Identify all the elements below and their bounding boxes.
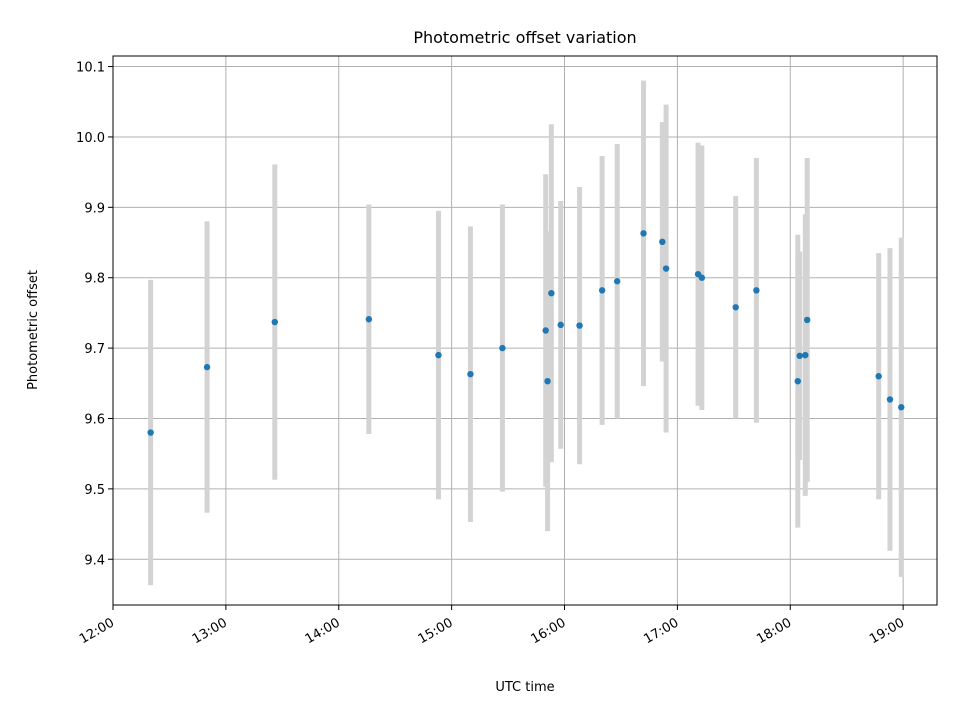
data-point bbox=[898, 404, 905, 411]
data-point bbox=[659, 238, 666, 246]
data-point bbox=[542, 327, 549, 334]
data-point bbox=[803, 316, 811, 324]
data-point bbox=[875, 373, 882, 380]
data-point bbox=[435, 351, 442, 359]
chart-title: Photometric offset variation bbox=[413, 28, 636, 47]
data-point bbox=[640, 230, 647, 237]
data-point bbox=[557, 321, 564, 329]
y-tick-label: 10.0 bbox=[76, 131, 105, 146]
x-axis-label: UTC time bbox=[495, 680, 554, 695]
y-tick-label: 10.1 bbox=[76, 61, 105, 76]
data-point bbox=[613, 278, 621, 285]
plot-frame bbox=[112, 55, 938, 606]
data-point bbox=[499, 344, 506, 352]
data-point bbox=[598, 287, 606, 294]
data-point bbox=[796, 352, 803, 360]
data-point bbox=[203, 363, 211, 371]
y-tick-label: 9.6 bbox=[84, 412, 105, 427]
y-axis: 9.4 9.5 9.6 9.7 9.8 9.9 10.0 10.1 bbox=[76, 61, 113, 568]
data-point bbox=[802, 351, 809, 359]
y-tick-label: 9.7 bbox=[84, 342, 105, 357]
data-point bbox=[147, 429, 154, 436]
y-axis-label: Photometric offset bbox=[26, 270, 41, 390]
data-point bbox=[544, 377, 551, 385]
data-point bbox=[365, 316, 373, 323]
data-point bbox=[662, 265, 670, 272]
data-point bbox=[271, 318, 278, 326]
data-point bbox=[886, 396, 894, 403]
point-layer bbox=[147, 230, 905, 436]
data-point bbox=[548, 289, 555, 297]
data-point bbox=[576, 322, 583, 329]
y-tick-label: 9.4 bbox=[84, 553, 105, 568]
data-point bbox=[753, 287, 760, 294]
y-tick-label: 9.8 bbox=[84, 272, 105, 287]
y-tick-label: 9.5 bbox=[84, 483, 105, 498]
data-point bbox=[698, 274, 706, 281]
data-point bbox=[794, 377, 801, 385]
data-point bbox=[732, 304, 739, 311]
data-point bbox=[467, 370, 474, 378]
y-tick-label: 9.9 bbox=[84, 201, 105, 216]
